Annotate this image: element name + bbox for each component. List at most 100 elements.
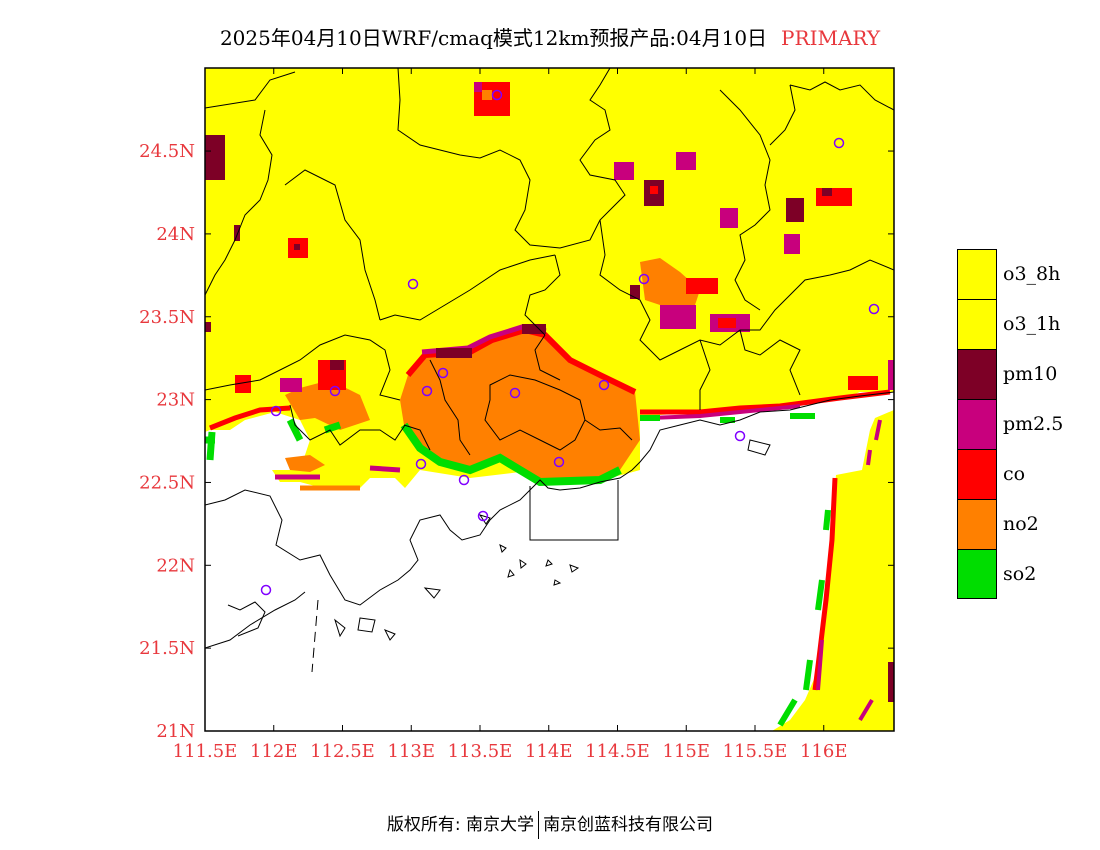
hotspot-west-pm10 bbox=[205, 135, 225, 180]
hotspot-ne-e bbox=[786, 198, 804, 222]
legend-label: o3_1h bbox=[1003, 313, 1061, 335]
hotspot-pm10-b bbox=[234, 225, 240, 241]
station-marker bbox=[458, 474, 470, 486]
lat-tick-label: 24.5N bbox=[139, 141, 195, 162]
pm25-se-strip-edge bbox=[816, 419, 882, 722]
border-mid-1 bbox=[524, 254, 561, 336]
hotspot-ne-j bbox=[686, 278, 718, 294]
station-marker bbox=[421, 385, 433, 397]
lon-tick-label: 114E bbox=[525, 741, 573, 762]
hotspot-w-mid-b bbox=[280, 378, 302, 392]
legend-label: no2 bbox=[1003, 513, 1039, 535]
hotspot-e-edge bbox=[888, 360, 894, 390]
hotspot-prd-north-b bbox=[522, 324, 546, 334]
legend-item-no2: no2 bbox=[957, 499, 1063, 549]
border-prd-2 bbox=[484, 374, 586, 451]
station-marker bbox=[407, 278, 419, 290]
footer-right: 南京创蓝科技有限公司 bbox=[543, 815, 714, 835]
lat-tick-label: 22.5N bbox=[139, 472, 195, 493]
hotspot-ne-i bbox=[630, 285, 640, 299]
hotspot-prd-north bbox=[436, 348, 472, 358]
lon-tick-label: 112.5E bbox=[310, 741, 375, 762]
legend-swatch bbox=[957, 549, 997, 599]
legend-swatch bbox=[957, 299, 997, 349]
hotspot-se-edge bbox=[888, 662, 894, 702]
title-main: 2025年04月10日WRF/cmaq模式12km预报产品:04月10日 bbox=[219, 26, 768, 50]
border-north-3 bbox=[284, 169, 381, 321]
coast-west-mid bbox=[227, 601, 266, 637]
title-tag: PRIMARY bbox=[781, 26, 881, 50]
border-ne-1 bbox=[719, 89, 771, 311]
coastline-main bbox=[205, 391, 894, 606]
station-marker bbox=[509, 387, 521, 399]
border-mid-2 bbox=[599, 219, 894, 361]
legend-item-co: co bbox=[957, 449, 1063, 499]
station-marker bbox=[868, 303, 880, 315]
hotspot-west-b bbox=[235, 375, 251, 393]
legend-item-o38h: o3_8h bbox=[957, 249, 1063, 299]
lon-tick-label: 113.5E bbox=[448, 741, 513, 762]
border-prd-3 bbox=[534, 334, 561, 381]
so2-coast-band-east bbox=[640, 413, 815, 423]
lon-tick-label: 113E bbox=[388, 741, 436, 762]
legend-label: pm10 bbox=[1003, 363, 1058, 385]
hotspot-ne-b bbox=[676, 152, 696, 170]
border-ne-3 bbox=[769, 84, 796, 146]
hotspot-west-a-core bbox=[294, 244, 300, 250]
hotspots bbox=[205, 82, 894, 702]
lat-tick-label: 24N bbox=[156, 224, 195, 245]
hotspot-ne-a bbox=[614, 162, 634, 180]
hotspot-ne-f bbox=[816, 188, 852, 206]
legend-label: co bbox=[1003, 463, 1026, 485]
maritime-dash bbox=[311, 599, 319, 673]
station-marker bbox=[260, 584, 272, 596]
lat-tick-label: 21N bbox=[156, 721, 195, 742]
lat-tick-label: 21.5N bbox=[139, 638, 195, 659]
station-marker bbox=[491, 89, 503, 101]
lon-tick-label: 114.5E bbox=[585, 741, 650, 762]
border-prd-1 bbox=[429, 359, 471, 456]
pollutant-coast-band-pm25 bbox=[649, 404, 801, 420]
lat-tick-labels: 24.5N 24N 23.5N 23N 22.5N 22N 21.5N 21N bbox=[139, 141, 195, 742]
hotspot-north-core bbox=[482, 90, 492, 100]
border-prd-5 bbox=[403, 424, 431, 451]
lon-tick-label: 111.5E bbox=[173, 741, 238, 762]
station-marker bbox=[437, 367, 449, 379]
hotspot-ne-d bbox=[720, 208, 738, 228]
lat-tick-label: 22N bbox=[156, 555, 195, 576]
border-mid-3 bbox=[699, 339, 711, 410]
legend-item-so2: so2 bbox=[957, 549, 1063, 599]
lat-tick-label: 23.5N bbox=[139, 307, 195, 328]
hk-boundary bbox=[529, 480, 619, 541]
o3-region-coastal-strip bbox=[772, 410, 894, 731]
legend-swatch bbox=[957, 349, 997, 399]
hotspot-west-c bbox=[205, 322, 211, 332]
border-north-2 bbox=[205, 109, 273, 296]
islands bbox=[334, 439, 771, 641]
station-marker bbox=[270, 405, 282, 417]
o3-region-mainland bbox=[205, 68, 894, 490]
legend-swatch bbox=[957, 399, 997, 449]
axis-ticks bbox=[204, 68, 894, 732]
pollutant-south-band bbox=[275, 465, 401, 480]
legend-label: so2 bbox=[1003, 563, 1037, 585]
legend-swatch bbox=[957, 449, 997, 499]
lon-tick-label: 115.5E bbox=[723, 741, 788, 762]
map-field bbox=[205, 68, 894, 731]
station-marker bbox=[734, 430, 746, 442]
station-marker bbox=[638, 273, 650, 285]
border-mid-4 bbox=[739, 329, 801, 396]
border-north-4 bbox=[397, 68, 626, 249]
station-marker bbox=[553, 456, 565, 468]
legend: o3_8h o3_1h pm10 pm2.5 co no2 so2 bbox=[957, 249, 1063, 599]
lat-tick-label: 23N bbox=[156, 390, 195, 411]
map-title: 2025年04月10日WRF/cmaq模式12km预报产品:04月10日 PRIM… bbox=[0, 22, 1100, 51]
station-marker bbox=[833, 137, 845, 149]
so2-west-band bbox=[205, 418, 342, 461]
border-west-2 bbox=[289, 404, 406, 446]
legend-item-o31h: o3_1h bbox=[957, 299, 1063, 349]
hotspot-north-pm25 bbox=[474, 82, 482, 92]
legend-swatch bbox=[957, 249, 997, 299]
no2-region-west-south bbox=[285, 455, 325, 472]
